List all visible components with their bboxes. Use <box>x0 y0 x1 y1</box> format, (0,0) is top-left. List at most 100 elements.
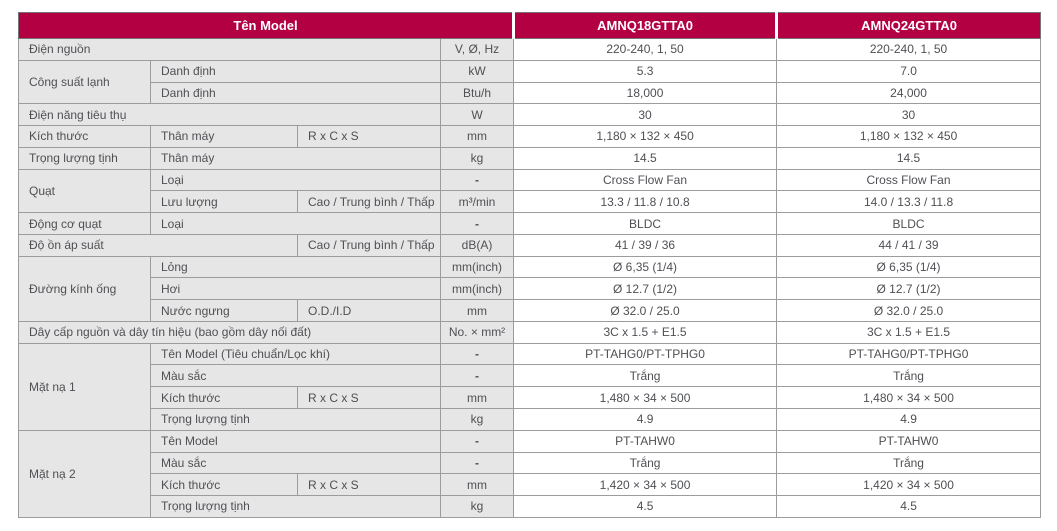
table-row: Mặt nạ 2 Tên Model - PT-TAHW0 PT-TAHW0 <box>18 429 1042 518</box>
value-cell: 7.0 <box>776 59 1042 83</box>
spec-label-cell: Trọng lượng tịnh <box>150 495 441 518</box>
unit-cell: mm <box>439 125 515 148</box>
spec-label-cell: Công suất lạnh <box>18 59 151 105</box>
model-column-header-2: AMNQ24GTTA0 <box>775 12 1042 39</box>
value-cell: Ø 6,35 (1/4) <box>776 255 1042 279</box>
value-cell: 24,000 <box>776 81 1042 105</box>
spec-label-cell: O.D./I.D <box>297 299 441 322</box>
value-cell: 18,000 <box>513 81 778 105</box>
table-row: Nước ngưng O.D./I.D mm Ø 32.0 / 25.0 Ø 32.0 … <box>19 299 1042 322</box>
value-cell: Trắng <box>776 451 1042 475</box>
unit-cell: No. × mm² <box>439 320 515 344</box>
table-row: Động cơ quạt Loại - BLDC BLDC <box>18 212 1042 235</box>
unit-cell: - <box>439 364 515 388</box>
spec-label-cell: Đường kính ống <box>18 255 151 322</box>
value-cell: Trắng <box>513 451 778 475</box>
spec-label-cell: Mặt nạ 1 <box>18 342 151 431</box>
unit-cell: kW <box>439 59 515 83</box>
spec-label-cell: Điện nguồn <box>18 38 441 61</box>
spec-table-wrapper: Tên Model AMNQ18GTTA0 AMNQ24GTTA0 Điện n… <box>17 12 1042 518</box>
unit-cell: - <box>439 168 515 192</box>
value-cell: 44 / 41 / 39 <box>776 233 1042 257</box>
spec-label-cell: Dây cấp nguồn và dây tín hiệu (bao gồm d… <box>18 320 441 344</box>
value-cell: 220-240, 1, 50 <box>513 38 778 61</box>
value-cell: Ø 32.0 / 25.0 <box>513 299 778 322</box>
unit-cell: dB(A) <box>439 233 515 257</box>
model-column-header-1: AMNQ18GTTA0 <box>512 12 778 39</box>
value-cell: 30 <box>513 103 778 127</box>
spec-label-cell: Động cơ quạt <box>18 212 151 235</box>
table-row: Trọng lượng tịnh Thân máy kg 14.5 14.5 <box>18 146 1042 170</box>
spec-label-cell: Trọng lượng tịnh <box>150 408 441 431</box>
spec-label-cell: Nước ngưng <box>150 299 298 322</box>
value-cell: 1,420 × 34 × 500 <box>776 473 1042 497</box>
table-row: Đường kính ống Lỏng mm(inch) Ø 6,35 (1/4) Ø … <box>18 255 1042 322</box>
spec-label-cell: Kích thước <box>150 473 298 497</box>
value-cell: Ø 6,35 (1/4) <box>513 255 778 279</box>
value-cell: Ø 12.7 (1/2) <box>776 277 1042 301</box>
value-cell: BLDC <box>513 212 778 235</box>
value-cell: 14.5 <box>513 146 778 170</box>
spec-label-cell: R x C x S <box>297 125 441 148</box>
unit-cell: - <box>439 212 515 235</box>
value-cell: Ø 12.7 (1/2) <box>513 277 778 301</box>
value-cell: 4.5 <box>513 495 778 518</box>
spec-label-cell: Thân máy <box>150 125 298 148</box>
value-cell: 220-240, 1, 50 <box>776 38 1042 61</box>
spec-label-cell: R x C x S <box>297 386 441 410</box>
value-cell: 3C x 1.5 + E1.5 <box>776 320 1042 344</box>
table-row: Độ ồn áp suất Cao / Trung bình / Thấp dB(A… <box>18 233 1042 257</box>
value-cell: 1,180 × 132 × 450 <box>776 125 1042 148</box>
table-row: Công suất lạnh Danh định kW 5.3 7.0 <box>18 59 1042 105</box>
spec-label-cell: Màu sắc <box>150 451 441 475</box>
unit-cell: mm <box>439 299 515 322</box>
unit-cell: Btu/h <box>439 81 515 105</box>
value-cell: 41 / 39 / 36 <box>513 233 778 257</box>
value-cell: 4.5 <box>776 495 1042 518</box>
spec-label-cell: R x C x S <box>297 473 441 497</box>
spec-label-cell: Tên Model <box>150 429 441 453</box>
value-cell: 14.5 <box>776 146 1042 170</box>
table-row: Mặt nạ 1 Tên Model (Tiêu chuẩn/Lọc khí) - P… <box>18 342 1042 431</box>
value-cell: Trắng <box>776 364 1042 388</box>
table-row: Dây cấp nguồn và dây tín hiệu (bao gồm d… <box>18 320 1042 344</box>
spec-label-cell: Kích thước <box>150 386 298 410</box>
unit-cell: kg <box>439 408 515 431</box>
spec-label-cell: Quạt <box>18 168 151 214</box>
value-cell: Cross Flow Fan <box>513 168 778 192</box>
value-cell: 30 <box>776 103 1042 127</box>
unit-cell: kg <box>439 146 515 170</box>
value-cell: 4.9 <box>513 408 778 431</box>
spec-label-cell: Lưu lượng <box>150 190 298 214</box>
value-cell: PT-TAHG0/PT-TPHG0 <box>776 342 1042 366</box>
spec-label-cell: Màu sắc <box>150 364 441 388</box>
spec-label-cell: Kích thước <box>18 125 151 148</box>
unit-cell: kg <box>439 495 515 518</box>
value-cell: PT-TAHW0 <box>776 429 1042 453</box>
value-cell: 1,480 × 34 × 500 <box>513 386 778 410</box>
unit-cell: W <box>439 103 515 127</box>
spec-label-cell: Trọng lượng tịnh <box>18 146 151 170</box>
value-cell: Trắng <box>513 364 778 388</box>
table-row: Lưu lượng Cao / Trung bình / Thấp m³/min 13… <box>19 190 1042 214</box>
unit-cell: - <box>439 342 515 366</box>
unit-cell: mm(inch) <box>439 255 515 279</box>
spec-label-cell: Cao / Trung bình / Thấp <box>297 233 441 257</box>
table-row: Trọng lượng tịnh kg 4.5 4.5 <box>19 495 1042 518</box>
spec-label-cell: Điện năng tiêu thụ <box>18 103 441 127</box>
spec-label-cell: Hơi <box>150 277 441 301</box>
spec-label-cell: Lỏng <box>150 255 441 279</box>
unit-cell: m³/min <box>439 190 515 214</box>
table-row: Màu sắc - Trắng Trắng <box>19 451 1042 475</box>
unit-cell: mm <box>439 386 515 410</box>
spec-label-cell: Thân máy <box>150 146 441 170</box>
spec-label-cell: Danh định <box>150 81 441 105</box>
spec-table-body: Điện nguồn V, Ø, Hz 220-240, 1, 50 220-240,… <box>18 38 1042 518</box>
spec-label-cell: Độ ồn áp suất <box>18 233 298 257</box>
spec-label-cell: Loại <box>150 168 441 192</box>
value-cell: 4.9 <box>776 408 1042 431</box>
value-cell: 1,480 × 34 × 500 <box>776 386 1042 410</box>
table-row: Màu sắc - Trắng Trắng <box>19 364 1042 388</box>
